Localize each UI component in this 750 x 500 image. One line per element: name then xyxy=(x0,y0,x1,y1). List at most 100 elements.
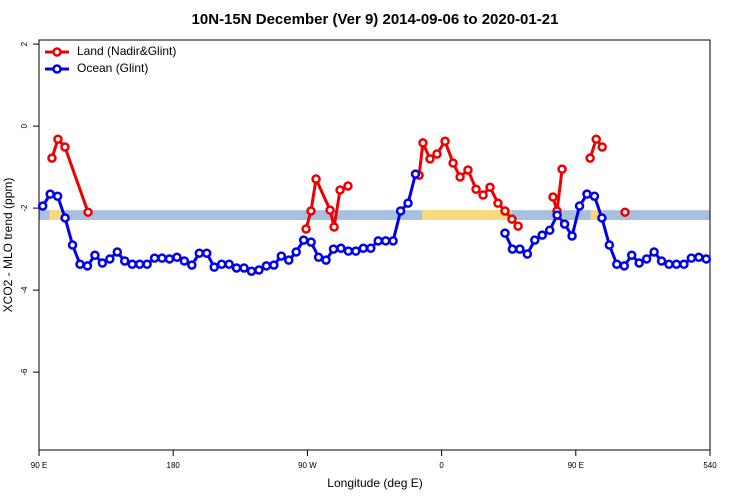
point xyxy=(544,225,555,235)
point xyxy=(202,248,212,258)
point xyxy=(500,228,510,238)
point xyxy=(582,189,592,199)
point xyxy=(366,243,376,254)
point xyxy=(395,206,406,216)
point xyxy=(380,236,391,246)
point xyxy=(239,263,249,273)
point xyxy=(604,240,615,250)
plot-frame xyxy=(38,39,711,451)
point xyxy=(351,246,361,256)
point xyxy=(194,248,205,258)
point xyxy=(82,261,93,271)
point xyxy=(83,207,93,217)
point xyxy=(284,255,294,265)
point xyxy=(403,198,413,208)
point xyxy=(90,250,100,260)
point xyxy=(574,201,585,211)
point xyxy=(52,191,63,201)
y-tick-label: -4 xyxy=(20,286,29,294)
point xyxy=(306,237,316,247)
x-tick-label: 90 E xyxy=(31,461,47,470)
point xyxy=(343,246,354,256)
point xyxy=(448,158,458,168)
point xyxy=(418,138,428,148)
point xyxy=(53,134,63,144)
point xyxy=(329,222,339,232)
point xyxy=(493,198,503,208)
point xyxy=(589,191,600,201)
point xyxy=(179,256,190,266)
point xyxy=(597,142,607,152)
point xyxy=(671,259,682,270)
point xyxy=(455,172,465,182)
point xyxy=(306,206,316,216)
point xyxy=(127,259,137,270)
x-tick-label: 540 xyxy=(703,461,717,470)
point xyxy=(269,260,279,270)
point xyxy=(641,254,652,264)
y-tick-label: 2 xyxy=(20,41,29,46)
reference-band xyxy=(39,210,710,220)
point xyxy=(216,259,227,270)
point xyxy=(591,134,601,144)
point xyxy=(172,252,182,263)
point xyxy=(552,210,562,220)
point xyxy=(311,174,321,184)
point xyxy=(224,259,234,270)
point xyxy=(679,259,689,270)
x-tick-label: 0 xyxy=(439,461,444,470)
point xyxy=(60,142,70,152)
point xyxy=(478,190,488,200)
point xyxy=(60,213,70,223)
point xyxy=(694,252,704,263)
point xyxy=(97,258,108,268)
point xyxy=(358,243,369,254)
point xyxy=(656,256,667,266)
y-tick-label: -2 xyxy=(20,204,29,212)
point xyxy=(231,263,242,273)
point xyxy=(291,247,301,257)
point xyxy=(261,261,272,271)
point xyxy=(513,221,523,231)
y-axis-title: XCO2 - MLO trend (ppm) xyxy=(1,178,15,313)
point xyxy=(485,182,495,192)
band-highlight xyxy=(49,210,65,220)
legend-marker xyxy=(52,64,62,74)
point xyxy=(105,254,115,264)
point xyxy=(557,164,567,174)
point xyxy=(254,265,264,275)
point xyxy=(585,153,595,163)
point xyxy=(325,205,335,215)
point xyxy=(343,181,353,191)
point xyxy=(112,247,123,257)
point xyxy=(321,255,331,265)
point xyxy=(626,250,637,260)
point xyxy=(142,259,152,270)
point xyxy=(471,184,481,194)
point xyxy=(432,149,442,159)
point xyxy=(149,253,160,263)
point xyxy=(67,240,78,250)
point xyxy=(410,169,421,179)
point xyxy=(45,189,55,199)
point xyxy=(298,235,309,245)
point xyxy=(559,219,570,229)
point xyxy=(515,244,525,254)
chart-title: 10N-15N December (Ver 9) 2014-09-06 to 2… xyxy=(192,11,559,28)
point xyxy=(301,224,311,234)
point xyxy=(612,259,622,270)
point xyxy=(373,236,383,246)
point xyxy=(187,260,197,270)
point xyxy=(246,266,257,276)
band-highlight xyxy=(422,210,512,220)
x-tick-label: 90 W xyxy=(298,461,317,470)
point xyxy=(619,261,630,271)
point xyxy=(336,243,346,254)
point xyxy=(634,258,644,268)
point xyxy=(701,254,712,264)
x-axis-title: Longitude (deg E) xyxy=(327,476,422,490)
point xyxy=(37,201,48,211)
point xyxy=(75,259,85,270)
point xyxy=(507,214,517,224)
point xyxy=(313,252,324,263)
